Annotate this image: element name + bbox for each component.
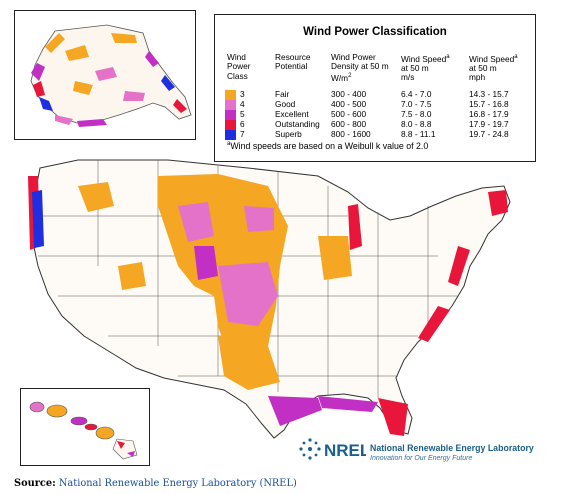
wind-good-areas [178, 202, 278, 326]
nrel-name: National Renewable Energy Laboratory [370, 443, 534, 453]
superscript: a [446, 54, 450, 60]
legend-speed-mph: 19.7 - 24.8 [469, 129, 509, 139]
legend-density: 500 - 600 [331, 109, 367, 119]
alaska-inset [14, 10, 196, 140]
legend-density: 300 - 400 [331, 89, 367, 99]
header-line: Potential [275, 61, 308, 72]
legend-swatch-class-3 [225, 89, 236, 100]
legend-class: 4 [240, 99, 245, 109]
legend-speed-mph: 14.3 - 15.7 [469, 89, 509, 99]
header-wind-power-class: Wind Power Class [227, 52, 251, 81]
superscript: 2 [348, 72, 352, 79]
legend-speed-ms: 6.4 - 7.0 [401, 89, 432, 99]
alaska-wind-areas [31, 33, 187, 127]
legend-density: 800 - 1600 [331, 129, 371, 139]
legend-potential: Good [275, 99, 296, 109]
legend-swatch-class-4 [225, 99, 236, 110]
source-caption: Source: National Renewable Energy Labora… [14, 478, 297, 489]
legend-density: 400 - 500 [331, 99, 367, 109]
footnote-text: Wind speeds are based on a Weibull k val… [230, 141, 429, 151]
legend-class: 5 [240, 109, 245, 119]
legend-speed-ms: 7.0 - 7.5 [401, 99, 432, 109]
hawaii-islands [29, 401, 138, 460]
source-link[interactable]: National Renewable Energy Laboratory (NR… [58, 478, 297, 489]
header-unit: W/m [331, 72, 349, 83]
legend-potential: Excellent [275, 109, 309, 119]
source-label: Source: [14, 478, 56, 489]
header-text: Wind Speed [469, 53, 515, 64]
legend-density: 600 - 800 [331, 119, 367, 129]
legend-potential: Fair [275, 89, 290, 99]
legend-swatch-class-6 [225, 119, 236, 130]
legend-speed-mph: 16.8 - 17.9 [469, 109, 509, 119]
header-line: m/s [401, 72, 415, 83]
legend-swatch-class-5 [225, 109, 236, 120]
legend-speed-ms: 8.0 - 8.8 [401, 119, 432, 129]
header-wind-speed-mph: Wind Speeda at 50 m mph [469, 53, 518, 83]
legend-speed-mph: 17.9 - 19.7 [469, 119, 509, 129]
wind-excellent-areas [194, 246, 378, 426]
legend-speed-ms: 8.8 - 11.1 [401, 129, 436, 139]
header-line: Wind [227, 52, 246, 62]
header-wind-speed-ms: Wind Speeda at 50 m m/s [401, 53, 450, 83]
header-line: W/m2 [331, 72, 389, 83]
header-text: Wind Speed [401, 53, 447, 64]
legend-potential: Outstanding [275, 119, 320, 129]
header-line: mph [469, 72, 486, 83]
alaska-map [30, 24, 192, 127]
nrel-sun-icon [299, 438, 321, 460]
nrel-tagline: Innovation for Our Energy Future [370, 455, 473, 462]
legend-class: 7 [240, 129, 245, 139]
legend-class: 6 [240, 119, 245, 129]
footnote-marker: a [227, 141, 231, 148]
header-wind-power-density: Wind Power Density at 50 m W/m2 [331, 52, 389, 83]
header-line: Wind Power [331, 52, 376, 62]
hawaii-wind-areas [117, 441, 135, 457]
legend-swatch-class-7 [225, 129, 236, 140]
header-line: Resource [275, 52, 311, 62]
legend-footnote: aWind speeds are based on a Weibull k va… [227, 141, 428, 151]
hawaii-map [29, 401, 138, 460]
nrel-logo-mark: NREL [299, 438, 366, 460]
us-wind-map [28, 159, 511, 439]
header-line: Power [227, 61, 251, 72]
legend-potential: Superb [275, 129, 302, 139]
header-line: Class [227, 70, 248, 81]
nrel-mark-text: NREL [324, 441, 366, 460]
legend-class: 3 [240, 89, 245, 99]
header-line: Density at 50 m [331, 61, 389, 72]
superscript: a [514, 54, 518, 60]
header-line: at 50 m [401, 63, 429, 74]
legend: Wind Power Classification Wind Power Cla… [214, 14, 536, 162]
wind-superb-areas [32, 190, 44, 248]
hawaii-inset [20, 388, 150, 466]
header-resource-potential: Resource Potential [275, 52, 311, 72]
legend-title: Wind Power Classification [303, 26, 447, 38]
legend-speed-ms: 7.5 - 8.0 [401, 109, 432, 119]
header-line: at 50 m [469, 63, 497, 74]
legend-speed-mph: 15.7 - 16.8 [469, 99, 509, 109]
header-line: Wind Speeda [469, 53, 518, 64]
header-line: Wind Speeda [401, 53, 450, 64]
